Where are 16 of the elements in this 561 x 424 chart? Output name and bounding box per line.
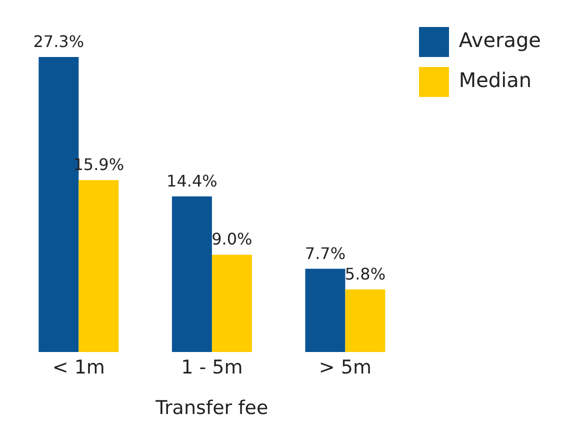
data-label: 14.4% <box>166 171 218 190</box>
bar <box>345 289 386 352</box>
data-label: 7.7% <box>304 244 346 263</box>
data-label: 27.3% <box>33 32 84 51</box>
data-label: 5.8% <box>344 264 386 284</box>
bar <box>212 254 252 352</box>
legend-label: Median <box>458 68 532 92</box>
x-tick-label: 1 - 5m <box>181 356 243 378</box>
x-axis-title: Transfer fee <box>154 397 268 419</box>
bar <box>172 196 212 352</box>
bar <box>305 268 346 352</box>
legend-label: Average <box>458 28 541 52</box>
bar <box>78 180 119 352</box>
data-label: 9.0% <box>212 230 252 249</box>
x-tick-label: < 1m <box>52 356 105 378</box>
x-tick-label: > 5m <box>318 356 372 378</box>
